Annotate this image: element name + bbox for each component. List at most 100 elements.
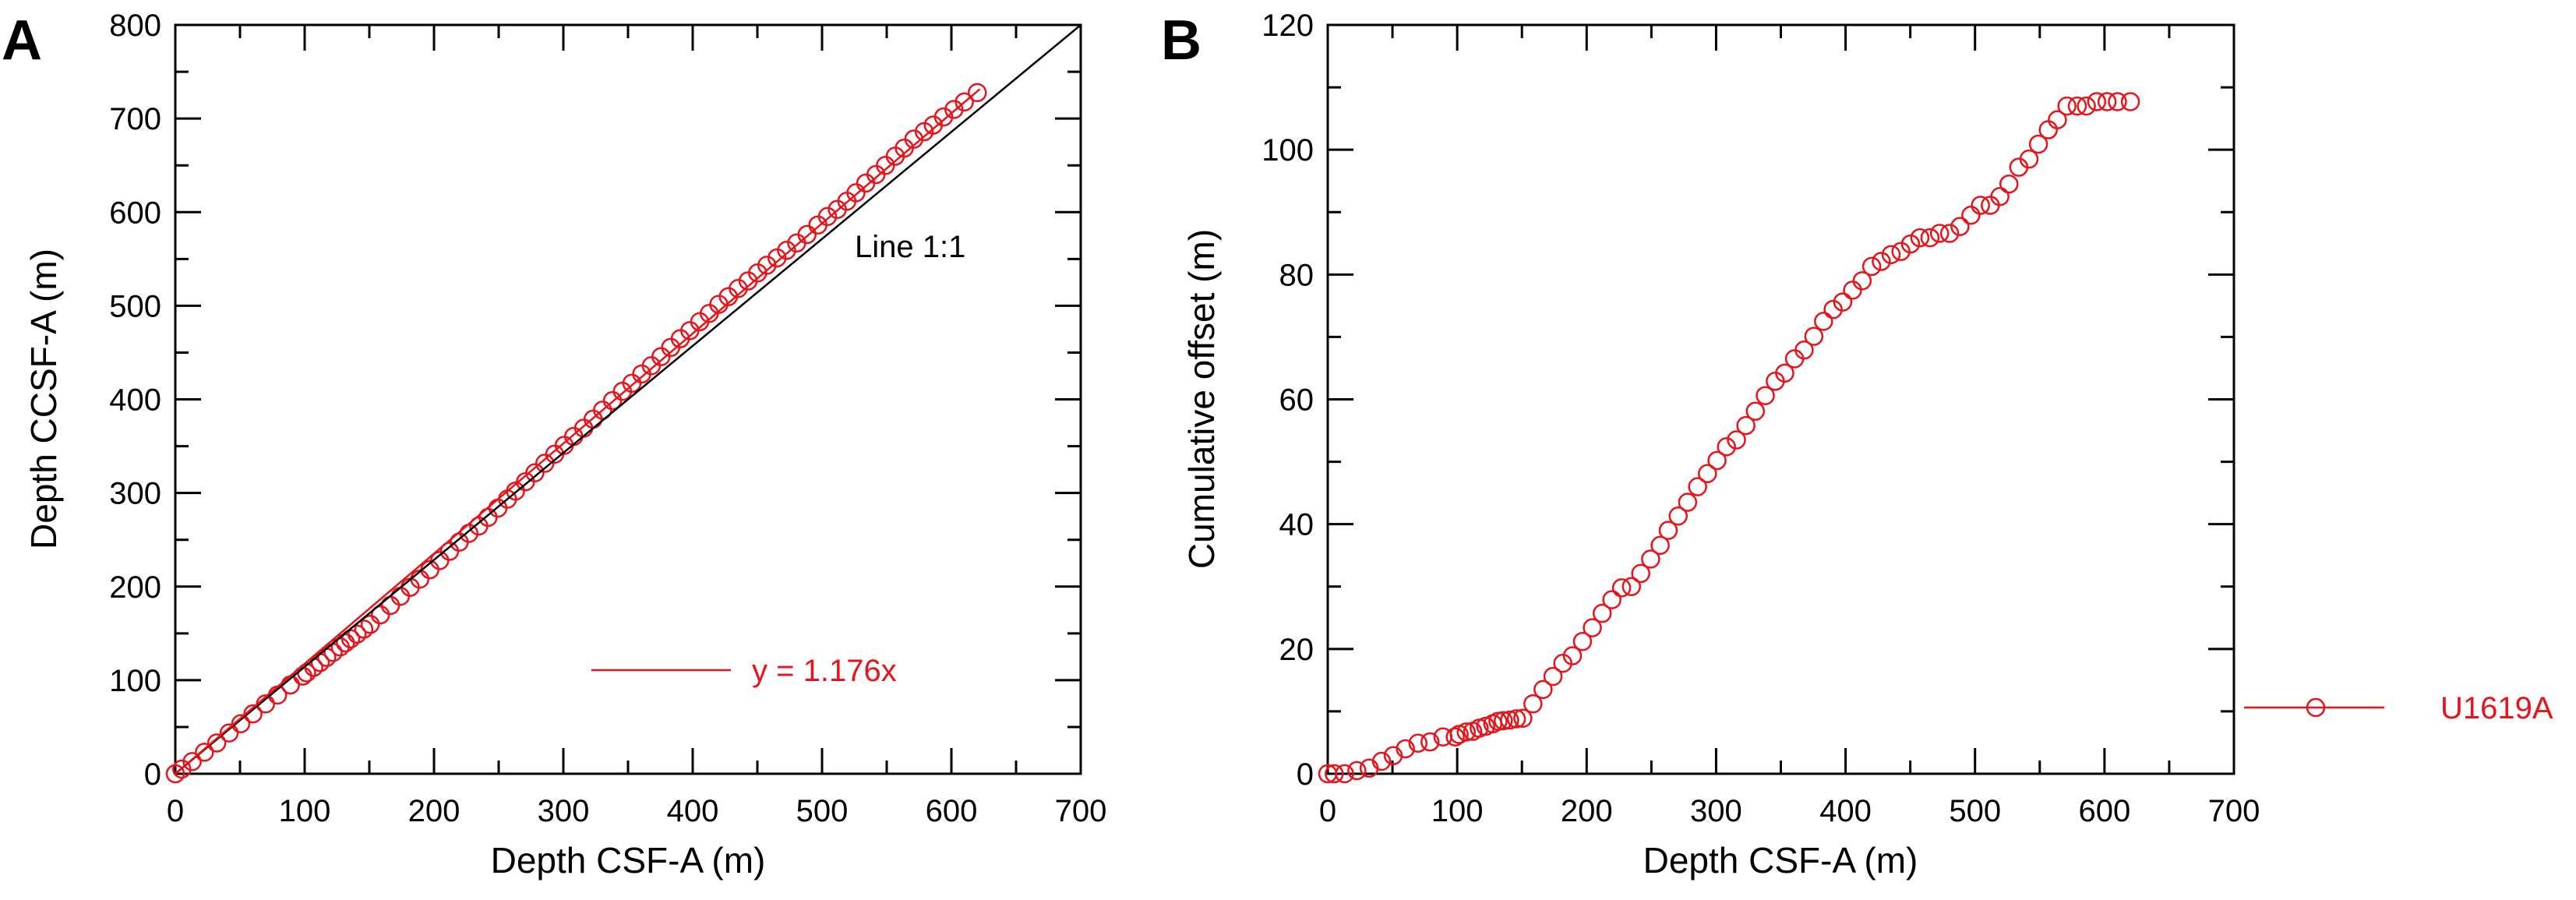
axes-b: 0 100 200 300 400 500 600 700 0 20 40 60 80 100 120 [1262, 9, 2260, 828]
data-point [1843, 281, 1862, 300]
data-point [1611, 578, 1632, 598]
data-point [1631, 563, 1650, 584]
data-point [1562, 646, 1583, 665]
data-point [1929, 224, 1950, 243]
data-point [1488, 711, 1508, 731]
data-point [1852, 271, 1872, 291]
data-point [1990, 186, 2010, 206]
data-point [2077, 96, 2096, 116]
x-tick-label: 500 [796, 794, 849, 828]
data-point [1506, 709, 1526, 729]
data-point [1456, 722, 1477, 742]
data-point [1420, 732, 1440, 752]
x-tick-label: 400 [1819, 794, 1872, 828]
data-point [1891, 242, 1911, 261]
data-point [1347, 761, 1367, 781]
x-tick-label: 300 [1690, 794, 1742, 828]
data-point [1592, 603, 1612, 623]
data-point [2019, 149, 2039, 169]
data-point [817, 206, 838, 227]
x-tick-label: 0 [167, 794, 184, 828]
y-tick-label: 40 [1279, 508, 1314, 542]
data-point [1804, 326, 1824, 346]
data-point [1814, 312, 1833, 331]
data-point [380, 595, 401, 616]
data-point [1500, 710, 1519, 730]
x-tick-label: 100 [279, 794, 331, 828]
x-tick-label: 100 [1431, 794, 1484, 828]
y-tick-label: 800 [109, 9, 161, 43]
y-axis-title-b: Cumulative offset (m) [1181, 229, 1222, 569]
data-point [1920, 228, 1940, 248]
y-tick-label: 80 [1279, 258, 1314, 292]
data-point [1736, 415, 1756, 436]
data-point [1999, 174, 2019, 194]
data-point [1583, 618, 1602, 637]
data-point [165, 764, 185, 784]
x-tick-label: 500 [1949, 794, 2001, 828]
y-tick-label: 0 [1297, 757, 1314, 792]
data-point [1775, 363, 1794, 383]
y-tick-label: 600 [109, 196, 161, 230]
data-point [757, 256, 777, 275]
data-point [1939, 224, 1960, 243]
x-tick-label: 600 [926, 794, 978, 828]
data-point [1950, 217, 1970, 236]
data-point [2028, 134, 2048, 154]
data-point [1698, 464, 1717, 484]
data-point [1650, 535, 1670, 556]
data-point [1523, 694, 1543, 714]
data-point [1602, 590, 1621, 609]
data-point [2038, 120, 2059, 139]
data-point [1553, 654, 1572, 673]
data-point [2057, 96, 2077, 116]
data-point [797, 224, 817, 245]
data-point [1823, 299, 1843, 319]
data-point [390, 586, 411, 606]
data-point [1756, 386, 1775, 405]
y-tick-label: 500 [109, 289, 161, 323]
data-point [1621, 577, 1642, 596]
x-tick-label: 600 [2078, 794, 2130, 828]
data-point [2067, 96, 2087, 116]
data-point [955, 92, 974, 112]
data-point [1861, 256, 1882, 277]
data-point [1688, 477, 1707, 496]
y-tick-label: 120 [1262, 9, 1314, 43]
data-point [1971, 196, 1990, 215]
data-point [593, 401, 612, 420]
data-point [2120, 92, 2140, 111]
y-tick-label: 100 [109, 664, 161, 698]
data-point [777, 241, 796, 260]
data-point [182, 752, 202, 771]
data-point [1833, 292, 1853, 312]
reference-line-label: Line 1:1 [855, 230, 965, 264]
x-axis-title-b: Depth CSF-A (m) [1643, 840, 1918, 881]
data-point [1396, 739, 1415, 759]
legend-u1619a: U1619A [2244, 691, 2553, 725]
data-point [1881, 245, 1901, 264]
axes-a: 0 100 200 300 400 500 600 700 0 100 200 300 400 500 60… [109, 9, 1106, 828]
data-point [1727, 430, 1746, 450]
data-point [360, 615, 380, 634]
legend-series-label: U1619A [2440, 691, 2553, 725]
x-tick-label: 700 [2208, 794, 2260, 828]
x-tick-label: 700 [1055, 794, 1107, 828]
data-point [2087, 92, 2107, 111]
data-point [1658, 521, 1678, 540]
data-point [1745, 401, 1766, 421]
x-axis-title-a: Depth CSF-A (m) [491, 840, 766, 881]
data-point [1494, 711, 1513, 731]
y-tick-label: 60 [1279, 383, 1314, 418]
data-point [846, 183, 866, 203]
panel-label-a: A [2, 9, 42, 72]
data-point [1325, 764, 1344, 784]
data-point [1543, 666, 1563, 686]
data-point [2048, 110, 2067, 129]
data-point [1408, 733, 1428, 754]
data-point [1445, 727, 1465, 747]
data-point [866, 164, 886, 185]
data-point [1910, 228, 1930, 248]
reference-line-1-1 [175, 24, 1082, 775]
